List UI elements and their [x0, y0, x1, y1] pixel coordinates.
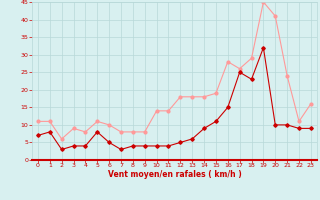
- X-axis label: Vent moyen/en rafales ( km/h ): Vent moyen/en rafales ( km/h ): [108, 170, 241, 179]
